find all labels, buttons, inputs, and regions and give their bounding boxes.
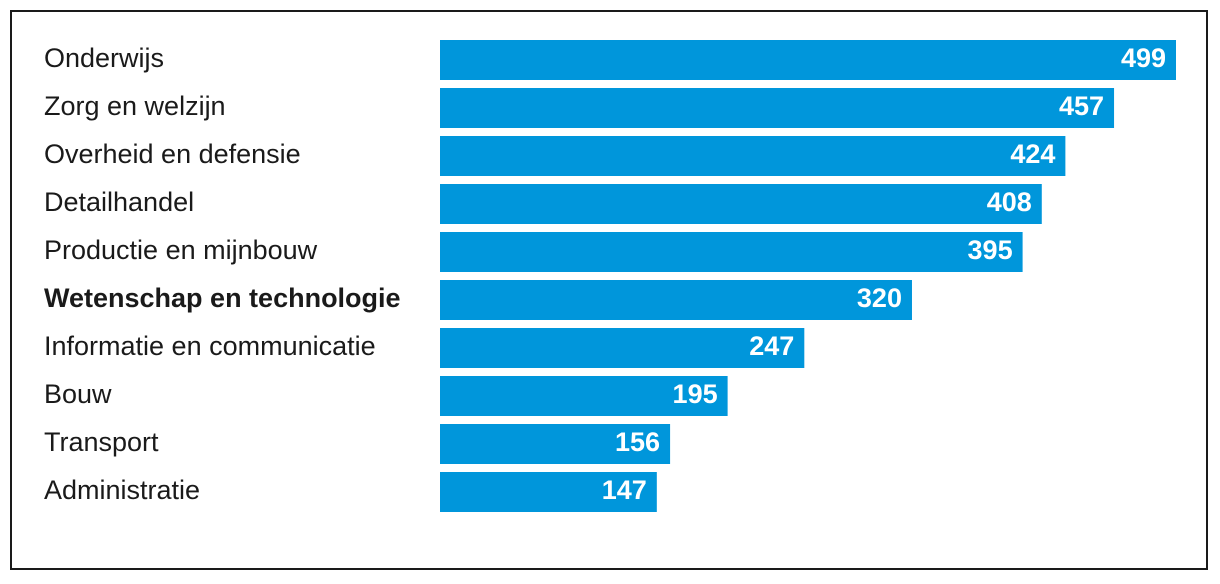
bar <box>440 424 671 464</box>
value-label: 320 <box>857 283 902 313</box>
category-label: Productie en mijnbouw <box>44 235 318 265</box>
bar <box>440 40 1176 80</box>
value-label: 499 <box>1121 43 1166 73</box>
value-label: 195 <box>673 379 718 409</box>
category-label: Zorg en welzijn <box>44 91 226 121</box>
category-label: Wetenschap en technologie <box>44 283 401 313</box>
value-label: 156 <box>615 427 660 457</box>
bar <box>440 184 1042 224</box>
bar <box>440 280 912 320</box>
value-label: 395 <box>968 235 1013 265</box>
category-label: Overheid en defensie <box>44 139 301 169</box>
category-label: Onderwijs <box>44 43 164 73</box>
category-label: Bouw <box>44 379 112 409</box>
bar <box>440 232 1023 272</box>
value-label: 247 <box>749 331 794 361</box>
category-label: Informatie en communicatie <box>44 331 376 361</box>
category-label: Detailhandel <box>44 187 194 217</box>
bar <box>440 88 1115 128</box>
value-label: 147 <box>602 475 647 505</box>
category-label: Transport <box>44 427 159 457</box>
value-label: 408 <box>987 187 1032 217</box>
bar <box>440 472 657 512</box>
value-label: 457 <box>1059 91 1104 121</box>
value-label: 424 <box>1010 139 1055 169</box>
bar <box>440 376 728 416</box>
bar <box>440 136 1066 176</box>
bar <box>440 328 805 368</box>
category-label: Administratie <box>44 475 200 505</box>
